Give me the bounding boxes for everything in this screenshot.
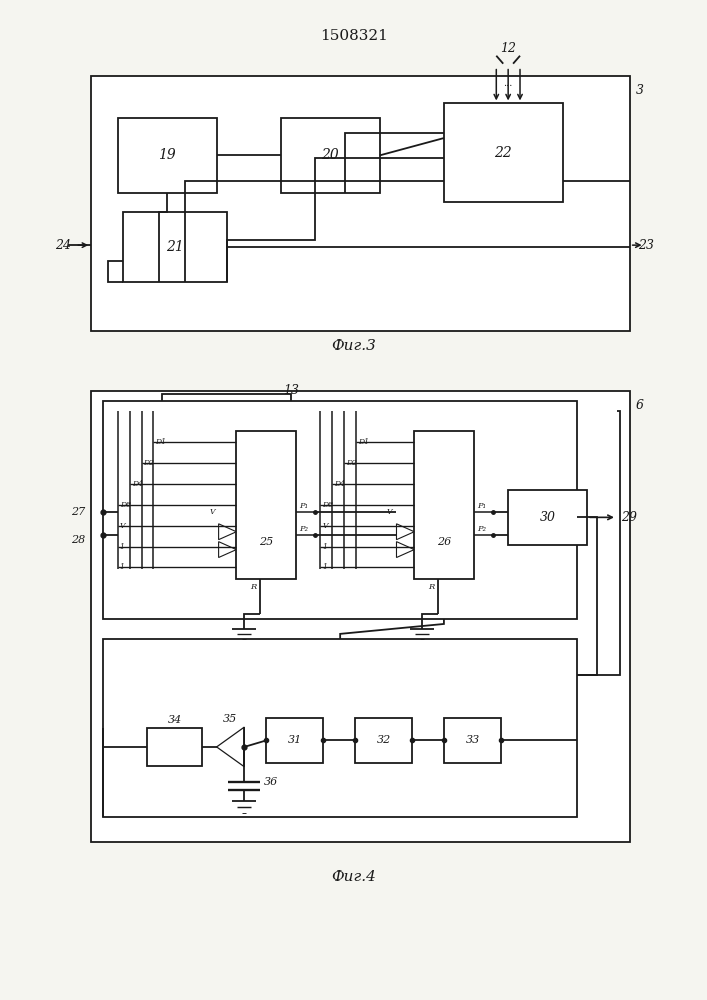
Text: 36: 36 <box>264 777 279 787</box>
Text: R: R <box>250 583 257 591</box>
Polygon shape <box>397 542 414 558</box>
Text: D2: D2 <box>346 459 357 467</box>
Bar <box>508 490 588 545</box>
Bar <box>91 391 630 842</box>
Text: 25: 25 <box>259 537 273 547</box>
Bar <box>444 718 501 763</box>
Text: 27: 27 <box>71 507 86 517</box>
Text: D2: D2 <box>144 459 155 467</box>
Text: Фиг.4: Фиг.4 <box>332 870 376 884</box>
Text: 26: 26 <box>437 537 451 547</box>
Text: D1: D1 <box>358 438 369 446</box>
Text: V: V <box>119 522 125 530</box>
Text: 1: 1 <box>119 543 124 551</box>
Text: D4: D4 <box>334 480 345 488</box>
Text: 33: 33 <box>465 735 480 745</box>
Text: R: R <box>428 583 434 591</box>
Text: ...: ... <box>503 79 513 88</box>
Text: P₂: P₂ <box>477 525 486 533</box>
Bar <box>281 118 380 193</box>
Bar <box>103 401 578 619</box>
Polygon shape <box>218 542 236 558</box>
Text: 29: 29 <box>621 511 637 524</box>
Bar <box>103 639 578 817</box>
Text: 12: 12 <box>500 42 516 55</box>
Text: 1508321: 1508321 <box>320 29 388 43</box>
Text: Фиг.3: Фиг.3 <box>332 339 376 353</box>
Text: 32: 32 <box>377 735 391 745</box>
Text: 3: 3 <box>636 84 643 97</box>
Bar <box>91 76 630 331</box>
Bar <box>148 728 201 766</box>
Text: 1: 1 <box>322 543 327 551</box>
Text: P₁: P₁ <box>477 502 486 510</box>
Bar <box>414 431 474 579</box>
Text: V: V <box>209 508 215 516</box>
Text: 34: 34 <box>168 715 182 725</box>
Text: P₂: P₂ <box>299 525 308 533</box>
Text: D4: D4 <box>132 480 143 488</box>
Text: 31: 31 <box>288 735 302 745</box>
Text: D8: D8 <box>119 501 131 509</box>
Bar <box>118 118 216 193</box>
Text: V: V <box>322 522 328 530</box>
Text: 6: 6 <box>636 399 643 412</box>
Text: 23: 23 <box>638 239 655 252</box>
Text: 22: 22 <box>494 146 512 160</box>
Bar <box>123 212 226 282</box>
Text: D8: D8 <box>322 501 334 509</box>
Polygon shape <box>216 727 245 767</box>
Bar <box>236 431 296 579</box>
Text: 1: 1 <box>322 563 327 571</box>
Text: 1: 1 <box>119 563 124 571</box>
Text: V: V <box>387 508 392 516</box>
Bar <box>355 718 412 763</box>
Text: 35: 35 <box>223 714 238 724</box>
Polygon shape <box>218 524 236 540</box>
Text: P₁: P₁ <box>299 502 308 510</box>
Text: D1: D1 <box>156 438 166 446</box>
Text: 13: 13 <box>283 384 299 397</box>
Text: 24: 24 <box>55 239 71 252</box>
Polygon shape <box>397 524 414 540</box>
Text: 21: 21 <box>165 240 184 254</box>
Text: 28: 28 <box>71 535 86 545</box>
Text: 30: 30 <box>539 511 556 524</box>
Text: 19: 19 <box>158 148 176 162</box>
Text: 20: 20 <box>322 148 339 162</box>
Bar <box>266 718 323 763</box>
Bar <box>444 103 563 202</box>
